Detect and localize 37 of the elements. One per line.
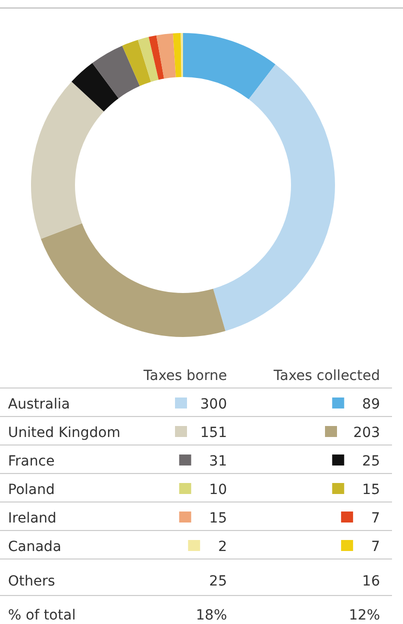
legend-label: 203 [353, 425, 380, 441]
text: 12% [348, 608, 380, 624]
donut-slice [172, 33, 182, 78]
text: 16 [362, 574, 380, 590]
legend-label: 10 [209, 482, 227, 498]
text: Taxes collected [272, 368, 380, 384]
text: Poland [8, 482, 55, 498]
legend-label: 15 [209, 510, 227, 526]
donut-slice [122, 40, 151, 86]
legend-label: 89 [362, 396, 380, 412]
text: 25 [209, 574, 227, 590]
donut-slice [31, 82, 104, 239]
text: % of total [8, 608, 76, 624]
legend-label: 7 [371, 539, 380, 555]
text: 18% [196, 608, 227, 624]
legend-label: 15 [362, 482, 380, 498]
donut-slice [40, 223, 226, 337]
text: Ireland [8, 510, 56, 526]
legend-label: 300 [200, 396, 227, 412]
legend-label: 7 [371, 510, 380, 526]
legend-label: 31 [209, 454, 227, 470]
text: United Kingdom [8, 425, 120, 441]
donut-slice [148, 35, 164, 80]
text: Canada [8, 539, 62, 555]
text: Others [8, 574, 56, 590]
legend-label: 25 [362, 454, 380, 470]
donut-slice [156, 33, 176, 79]
text: Taxes borne [142, 368, 227, 384]
donut-slice [72, 63, 119, 112]
text: Australia [8, 396, 70, 412]
donut-slice [183, 33, 276, 100]
donut-slice [138, 36, 159, 82]
legend-label: 2 [218, 539, 227, 555]
donut-slice [213, 64, 335, 331]
donut-slice [92, 46, 140, 98]
legend-label: 151 [200, 425, 227, 441]
text: France [8, 454, 55, 470]
